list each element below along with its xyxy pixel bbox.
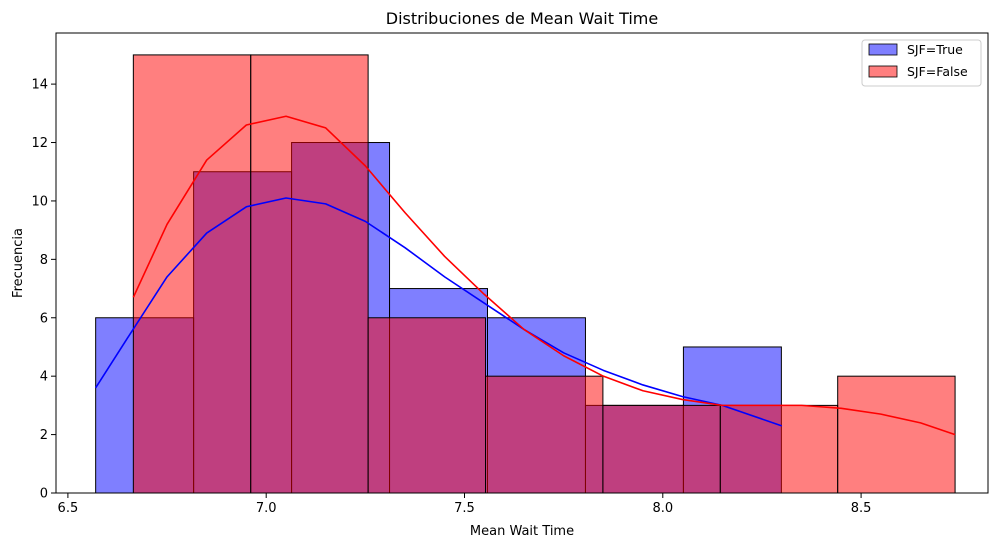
legend-label-sjf-true: SJF=True bbox=[907, 42, 963, 57]
y-tick-label: 2 bbox=[40, 428, 48, 443]
legend-label-sjf-false: SJF=False bbox=[907, 64, 968, 79]
histogram-bar-series-1 bbox=[132, 54, 252, 494]
x-tick-label: 7.0 bbox=[256, 501, 277, 516]
y-tick-label: 4 bbox=[40, 370, 48, 385]
chart-title: Distribuciones de Mean Wait Time bbox=[386, 9, 658, 28]
x-tick-label: 8.5 bbox=[851, 501, 872, 516]
plot-frame bbox=[55, 32, 989, 494]
kde-line-series-0 bbox=[94, 197, 783, 427]
bars-layer bbox=[95, 54, 956, 494]
y-tick-label: 6 bbox=[40, 311, 48, 326]
x-axis-ticks: 6.5 7.0 7.5 8.0 8.5 bbox=[58, 493, 872, 516]
histogram-bar-series-1 bbox=[485, 375, 604, 494]
kde-layer bbox=[94, 115, 956, 436]
x-axis-label: Mean Wait Time bbox=[470, 524, 574, 539]
y-tick-label: 10 bbox=[31, 194, 48, 209]
legend-swatch-sjf-true bbox=[868, 43, 898, 56]
y-tick-label: 14 bbox=[31, 78, 48, 93]
legend: SJF=True SJF=False bbox=[861, 39, 982, 87]
histogram-bar-series-1 bbox=[602, 404, 721, 494]
histogram-bar-series-1 bbox=[250, 54, 369, 494]
y-tick-label: 8 bbox=[40, 253, 48, 268]
kde-line-series-1 bbox=[132, 115, 956, 436]
histogram-bar-series-1 bbox=[719, 404, 839, 494]
y-axis-label: Frecuencia bbox=[11, 228, 26, 298]
y-axis-ticks: 0 2 4 6 8 10 12 14 bbox=[31, 78, 56, 502]
histogram-bar-series-1 bbox=[367, 317, 487, 494]
x-tick-label: 8.0 bbox=[652, 501, 673, 516]
y-tick-label: 0 bbox=[40, 487, 48, 502]
histogram-bar-series-1 bbox=[837, 375, 956, 494]
x-tick-label: 7.5 bbox=[454, 501, 475, 516]
y-tick-label: 12 bbox=[31, 136, 48, 151]
legend-swatch-sjf-false bbox=[868, 65, 898, 78]
x-tick-label: 6.5 bbox=[58, 501, 79, 516]
